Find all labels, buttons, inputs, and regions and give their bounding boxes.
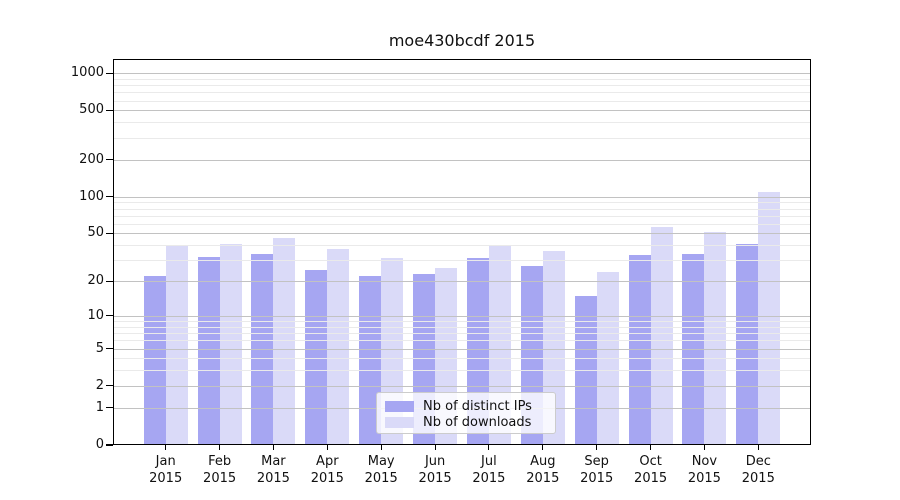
y-tick-mark	[106, 232, 113, 234]
bar-may-distinct-ips	[359, 276, 382, 445]
y-tick-mark	[106, 444, 113, 446]
chart-title: moe430bcdf 2015	[388, 31, 536, 50]
bar-apr-downloads	[327, 249, 350, 445]
x-tick-mark	[650, 445, 652, 450]
legend-label-downloads: Nb of downloads	[423, 414, 532, 430]
bars-layer	[113, 59, 811, 445]
x-tick-mark	[165, 445, 167, 450]
x-tick-mark	[488, 445, 490, 450]
x-tick-mark	[219, 445, 221, 450]
x-tick-mark	[326, 445, 328, 450]
bar-dec-distinct-ips	[736, 243, 759, 445]
y-tick-mark	[106, 109, 113, 111]
x-tick-label-dec: Dec 2015	[741, 454, 775, 486]
y-tick-mark	[106, 407, 113, 409]
x-tick-label-may: May 2015	[364, 454, 398, 486]
y-tick-mark	[106, 280, 113, 282]
bar-jan-downloads	[165, 245, 188, 445]
y-tick-mark	[106, 348, 113, 350]
bar-oct-downloads	[650, 227, 673, 445]
x-tick-label-feb: Feb 2015	[203, 454, 237, 486]
bar-sep-distinct-ips	[574, 295, 597, 445]
x-tick-label-nov: Nov 2015	[687, 454, 721, 486]
bar-sep-downloads	[596, 271, 619, 445]
y-tick-label: 500	[79, 102, 104, 118]
x-tick-label-apr: Apr 2015	[310, 454, 344, 486]
x-tick-mark	[380, 445, 382, 450]
x-tick-label-jan: Jan 2015	[149, 454, 183, 486]
legend-row-distinct-ips: Nb of distinct IPs	[385, 398, 547, 414]
y-tick-label: 1000	[70, 65, 104, 81]
y-tick-label: 10	[87, 307, 104, 323]
y-tick-label: 200	[79, 151, 104, 167]
x-tick-mark	[434, 445, 436, 450]
plot-area: Nb of distinct IPs Nb of downloads	[113, 59, 811, 445]
y-tick-label: 20	[87, 273, 104, 289]
x-tick-mark	[703, 445, 705, 450]
y-tick-label: 50	[87, 225, 104, 241]
x-tick-mark	[272, 445, 274, 450]
x-tick-mark	[757, 445, 759, 450]
bar-apr-distinct-ips	[305, 269, 328, 445]
bar-feb-distinct-ips	[197, 256, 220, 445]
y-tick-label: 0	[95, 437, 104, 452]
y-tick-mark	[106, 385, 113, 387]
y-tick-label: 1	[95, 399, 104, 415]
bar-jan-distinct-ips	[143, 276, 166, 445]
bar-feb-downloads	[219, 243, 242, 445]
x-tick-label-aug: Aug 2015	[526, 454, 560, 486]
y-tick-label: 5	[95, 340, 104, 356]
y-tick-mark	[106, 315, 113, 317]
x-tick-label-jun: Jun 2015	[418, 454, 452, 486]
bar-mar-distinct-ips	[251, 253, 274, 445]
x-tick-label-sep: Sep 2015	[580, 454, 614, 486]
legend-label-distinct-ips: Nb of distinct IPs	[423, 398, 532, 414]
legend: Nb of distinct IPs Nb of downloads	[376, 392, 556, 434]
bar-mar-downloads	[273, 237, 296, 445]
legend-swatch-downloads-icon	[385, 416, 414, 428]
legend-swatch-distinct-ips-icon	[385, 400, 414, 412]
y-tick-label: 2	[95, 377, 104, 393]
y-tick-mark	[106, 72, 113, 74]
legend-row-downloads: Nb of downloads	[385, 414, 547, 430]
x-tick-label-jul: Jul 2015	[472, 454, 506, 486]
x-tick-mark	[542, 445, 544, 450]
bar-dec-downloads	[758, 191, 781, 445]
bar-oct-distinct-ips	[628, 255, 651, 445]
x-tick-label-oct: Oct 2015	[634, 454, 668, 486]
x-tick-label-mar: Mar 2015	[256, 454, 290, 486]
bar-nov-distinct-ips	[682, 253, 705, 445]
y-tick-mark	[106, 158, 113, 161]
y-tick-mark	[106, 196, 113, 198]
bar-nov-downloads	[704, 232, 727, 445]
y-tick-label: 100	[79, 188, 104, 204]
x-tick-mark	[596, 445, 598, 450]
